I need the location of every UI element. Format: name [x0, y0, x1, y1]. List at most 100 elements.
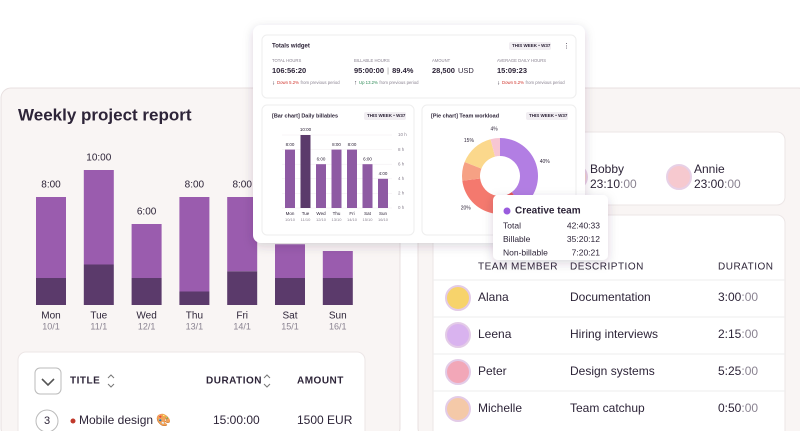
bar	[362, 164, 373, 208]
trend-arrow: ↓	[272, 81, 275, 87]
tooltip	[493, 195, 608, 260]
date-label: 12/1	[138, 321, 156, 331]
description: Design systems	[570, 364, 655, 378]
period-badge	[526, 112, 568, 120]
bar-value-label: 4:00	[379, 171, 388, 176]
day-label: Mon	[41, 311, 60, 322]
day-label: Sat	[282, 311, 297, 322]
day-label: Sun	[379, 211, 388, 216]
donut-slice	[462, 162, 482, 181]
member-name: Peter	[478, 364, 507, 378]
date-label: 10/10	[285, 217, 296, 222]
column-header: DURATION	[206, 376, 262, 387]
bar-segment	[179, 291, 210, 305]
period: THIS WEEK • W37	[529, 113, 568, 118]
day-label: Tue	[302, 211, 310, 216]
bar-value-label: 8:00	[332, 142, 341, 147]
bar-segment	[83, 170, 114, 265]
sort-icon	[263, 374, 271, 388]
date-label: 13/10	[331, 217, 342, 222]
text-part: Down 5.2%	[277, 80, 299, 85]
bar-segment	[36, 197, 66, 278]
totals-card	[261, 34, 577, 99]
period-badge	[364, 112, 406, 120]
text-part: :00	[741, 401, 758, 415]
duration: 0:50:00	[718, 401, 758, 415]
row-number: 3	[44, 415, 50, 427]
bar-segment	[275, 244, 305, 278]
stat-value: 15:09:23	[497, 66, 527, 75]
trend-arrow: ↓	[497, 81, 500, 87]
text-part: :00	[741, 327, 758, 341]
donut-slice	[464, 139, 496, 169]
slice-label: 4%	[490, 127, 498, 133]
y-tick-label: 2 h	[398, 191, 405, 196]
date-label: 14/1	[233, 321, 251, 331]
y-tick-label: 10 h	[398, 132, 407, 137]
tooltip-label: Non-billable	[503, 247, 548, 257]
text-part: 28,500	[432, 66, 455, 75]
date-label: 15/1	[281, 321, 299, 331]
text-part: 15:09:23	[497, 66, 527, 75]
bar-value-label: 6:00	[317, 156, 326, 161]
text-part: 89.4%	[392, 66, 414, 75]
day-label: Fri	[236, 311, 248, 322]
team-table-card	[432, 214, 786, 431]
slice-label: 20%	[461, 206, 472, 212]
donut-slice	[490, 138, 500, 157]
avatar	[445, 285, 471, 311]
bar-segment	[131, 224, 162, 278]
avatar	[445, 322, 471, 348]
text-part: Down 5.2%	[502, 80, 524, 85]
text-part: 3:00	[718, 290, 742, 304]
stat-value: 106:56:20	[272, 66, 306, 75]
stat-label: AVERAGE DAILY HOURS	[497, 58, 546, 63]
bar-total-label: 10:00	[86, 153, 111, 164]
widget-title: [Pie chart] Team workload	[431, 113, 499, 119]
bar-value-label: 8:00	[348, 142, 357, 147]
date-label: 10/1	[42, 321, 60, 331]
day-label: Thu	[333, 211, 341, 216]
column-header: DESCRIPTION	[570, 262, 644, 273]
period-badge	[509, 42, 551, 50]
chevron-icon	[41, 378, 55, 387]
y-tick-label: 4 h	[398, 176, 405, 181]
member-name: Annie	[694, 162, 725, 176]
tooltip-value: 7:20:21	[572, 247, 601, 257]
bar-segment	[322, 278, 353, 305]
bar-segment	[179, 197, 210, 292]
bar-total-label: 8:00	[232, 180, 252, 191]
bar-segment	[227, 197, 258, 272]
text-part: 95:00:00	[354, 66, 384, 75]
day-label: Sat	[364, 211, 372, 216]
date-label: 16/1	[329, 321, 347, 331]
day-label: Thu	[186, 311, 203, 322]
tooltip-label: Billable	[503, 234, 531, 244]
amount: 1500 EUR	[297, 413, 353, 427]
duration: 3:00:00	[718, 290, 758, 304]
stat-label: AMOUNT	[432, 58, 451, 63]
day-label: Wed	[136, 311, 156, 322]
day-label: Fri	[349, 211, 354, 216]
tooltip-dot	[503, 207, 511, 215]
date-label: 11/10	[301, 217, 311, 222]
date-label: 16/10	[378, 217, 389, 222]
avatar	[445, 359, 471, 385]
collapse-button[interactable]	[34, 367, 62, 395]
day-label: Mon	[286, 211, 295, 216]
day-label: Sun	[329, 311, 347, 322]
date-label: 15/10	[362, 217, 373, 222]
slice-label: 40%	[540, 159, 551, 165]
column-header: DURATION	[718, 262, 773, 273]
donut-slice	[462, 178, 497, 214]
stat-value: 95:00:00 | 89.4%	[354, 66, 414, 75]
y-tick-label: 8 h	[398, 147, 405, 152]
text-part: 106:56:20	[272, 66, 306, 75]
member-time: 23:00:00	[694, 177, 741, 191]
member-name: Bobby	[590, 162, 624, 176]
member-name: Alana	[478, 290, 509, 304]
text-part: 5:25	[718, 364, 742, 378]
text-part: :00	[724, 177, 741, 191]
period: THIS WEEK • W37	[367, 113, 406, 118]
